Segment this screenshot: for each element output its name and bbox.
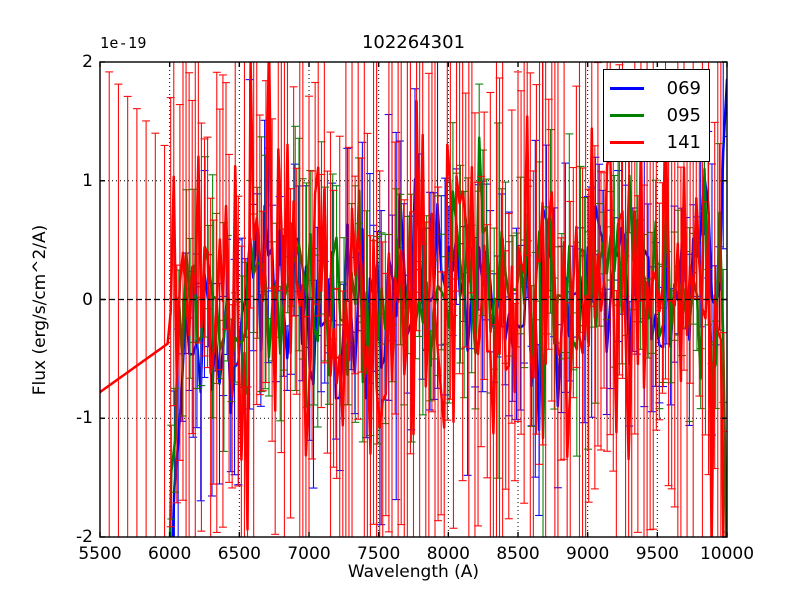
legend-label: 069 [666, 78, 701, 99]
y-tick-label: 0 [82, 289, 93, 310]
x-axis-label: Wavelength (A) [347, 562, 480, 582]
x-tick-label: 6000 [148, 544, 192, 564]
x-tick-label: 8500 [496, 544, 540, 564]
legend-color-swatch [610, 114, 644, 117]
y-axis-label: Flux (erg/s/cm^2/A) [30, 224, 50, 396]
y-axis-offset-text: 1e-19 [100, 34, 147, 52]
y-tick-label: -2 [76, 527, 93, 547]
x-tick-label: 6500 [217, 544, 261, 564]
x-tick-label: 7500 [357, 544, 401, 564]
y-tick-label: 1 [82, 170, 93, 191]
x-tick-label: 9500 [635, 544, 679, 564]
legend-color-swatch [610, 141, 644, 144]
axes-frame [99, 61, 728, 538]
legend-item-095[interactable]: 095 [604, 102, 709, 129]
x-tick-label: 8000 [426, 544, 470, 564]
legend: 069 095 141 [603, 69, 710, 162]
spectrum-line-141 [100, 62, 725, 537]
legend-item-069[interactable]: 069 [604, 75, 709, 102]
x-tick-label: 7000 [287, 544, 331, 564]
page-title: 102264301 [361, 32, 466, 53]
x-tick-label: 5500 [78, 544, 122, 564]
y-tick-label: -1 [76, 408, 93, 429]
legend-label: 141 [666, 132, 701, 153]
y-tick-label: 2 [82, 52, 93, 72]
legend-label: 095 [666, 105, 701, 126]
legend-color-swatch [610, 87, 644, 90]
x-tick-label: 10000 [699, 544, 755, 564]
x-tick-label: 9000 [566, 544, 610, 564]
legend-item-141[interactable]: 141 [604, 129, 709, 156]
data-layer [100, 62, 727, 537]
